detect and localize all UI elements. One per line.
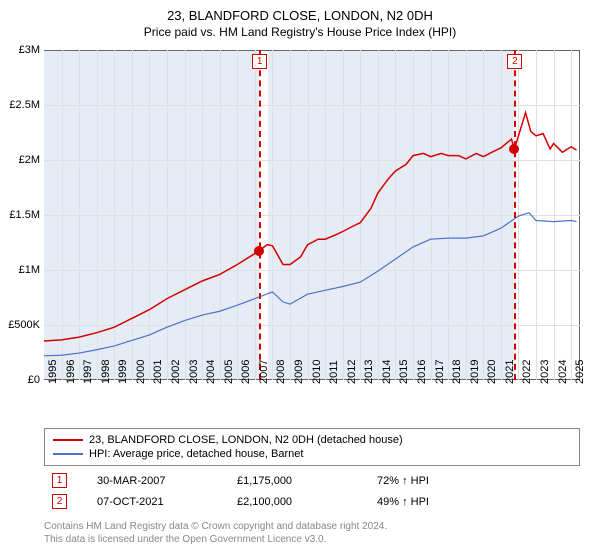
y-tick-label: £3M bbox=[19, 44, 40, 56]
transaction-price: £1,175,000 bbox=[237, 475, 347, 487]
chart-title: 23, BLANDFORD CLOSE, LONDON, N2 0DH bbox=[0, 0, 600, 23]
x-tick-label: 2011 bbox=[328, 360, 340, 384]
annotation-marker-2: 2 bbox=[507, 54, 522, 69]
legend-swatch bbox=[53, 439, 83, 441]
x-tick-label: 2002 bbox=[170, 360, 182, 384]
x-tick-label: 2005 bbox=[223, 360, 235, 384]
x-tick-label: 2019 bbox=[469, 360, 481, 384]
x-tick-label: 2024 bbox=[557, 360, 569, 384]
transaction-num-box: 2 bbox=[52, 494, 67, 509]
x-tick-label: 2021 bbox=[504, 360, 516, 384]
footer-line-1: Contains HM Land Registry data © Crown c… bbox=[44, 520, 387, 533]
x-tick-label: 1999 bbox=[117, 360, 129, 384]
x-tick-label: 1998 bbox=[100, 360, 112, 384]
transaction-delta: 49% ↑ HPI bbox=[377, 496, 487, 508]
transaction-delta: 72% ↑ HPI bbox=[377, 475, 487, 487]
x-tick-label: 1997 bbox=[82, 360, 94, 384]
footer-line-2: This data is licensed under the Open Gov… bbox=[44, 533, 387, 546]
x-tick-label: 2022 bbox=[521, 360, 533, 384]
x-tick-label: 2023 bbox=[539, 360, 551, 384]
x-tick-label: 1996 bbox=[65, 360, 77, 384]
transaction-row: 2 07-OCT-2021 £2,100,000 49% ↑ HPI bbox=[44, 491, 580, 512]
y-tick-label: £1M bbox=[19, 264, 40, 276]
y-tick-label: £2.5M bbox=[9, 99, 40, 111]
x-tick-label: 2003 bbox=[188, 360, 200, 384]
legend-label: HPI: Average price, detached house, Barn… bbox=[89, 448, 303, 460]
footer: Contains HM Land Registry data © Crown c… bbox=[44, 520, 387, 546]
chart-lines bbox=[44, 50, 580, 380]
x-tick-label: 2008 bbox=[275, 360, 287, 384]
x-tick-label: 2010 bbox=[311, 360, 323, 384]
chart-subtitle: Price paid vs. HM Land Registry's House … bbox=[0, 23, 600, 39]
x-tick-label: 2013 bbox=[363, 360, 375, 384]
sale-marker bbox=[509, 144, 519, 154]
x-tick-label: 2018 bbox=[451, 360, 463, 384]
transaction-date: 07-OCT-2021 bbox=[97, 496, 207, 508]
transaction-num-box: 1 bbox=[52, 473, 67, 488]
transactions-table: 1 30-MAR-2007 £1,175,000 72% ↑ HPI 2 07-OCT-2… bbox=[44, 470, 580, 512]
x-tick-label: 2009 bbox=[293, 360, 305, 384]
x-tick-label: 1995 bbox=[47, 360, 59, 384]
x-tick-label: 2014 bbox=[381, 360, 393, 384]
annotation-marker-1: 1 bbox=[252, 54, 267, 69]
legend: 23, BLANDFORD CLOSE, LONDON, N2 0DH (det… bbox=[44, 428, 580, 466]
legend-row: HPI: Average price, detached house, Barn… bbox=[53, 447, 571, 461]
legend-row: 23, BLANDFORD CLOSE, LONDON, N2 0DH (det… bbox=[53, 433, 571, 447]
chart-area: 12 £0£500K£1M£1.5M£2M£2.5M£3M 1995199619… bbox=[44, 50, 580, 380]
transaction-date: 30-MAR-2007 bbox=[97, 475, 207, 487]
x-tick-label: 2007 bbox=[258, 360, 270, 384]
transaction-price: £2,100,000 bbox=[237, 496, 347, 508]
legend-label: 23, BLANDFORD CLOSE, LONDON, N2 0DH (det… bbox=[89, 434, 403, 446]
sale-marker bbox=[254, 246, 264, 256]
x-tick-label: 2012 bbox=[346, 360, 358, 384]
x-tick-label: 2017 bbox=[434, 360, 446, 384]
x-tick-label: 2015 bbox=[398, 360, 410, 384]
y-tick-label: £500K bbox=[8, 319, 40, 331]
y-tick-label: £0 bbox=[28, 374, 40, 386]
x-tick-label: 2006 bbox=[240, 360, 252, 384]
x-tick-label: 2016 bbox=[416, 360, 428, 384]
x-tick-label: 2001 bbox=[152, 360, 164, 384]
x-tick-label: 2004 bbox=[205, 360, 217, 384]
x-tick-label: 2020 bbox=[486, 360, 498, 384]
chart-container: 23, BLANDFORD CLOSE, LONDON, N2 0DH Pric… bbox=[0, 0, 600, 560]
y-tick-label: £2M bbox=[19, 154, 40, 166]
x-tick-label: 2000 bbox=[135, 360, 147, 384]
x-tick-label: 2025 bbox=[574, 360, 586, 384]
y-tick-label: £1.5M bbox=[9, 209, 40, 221]
transaction-row: 1 30-MAR-2007 £1,175,000 72% ↑ HPI bbox=[44, 470, 580, 491]
legend-swatch bbox=[53, 453, 83, 455]
